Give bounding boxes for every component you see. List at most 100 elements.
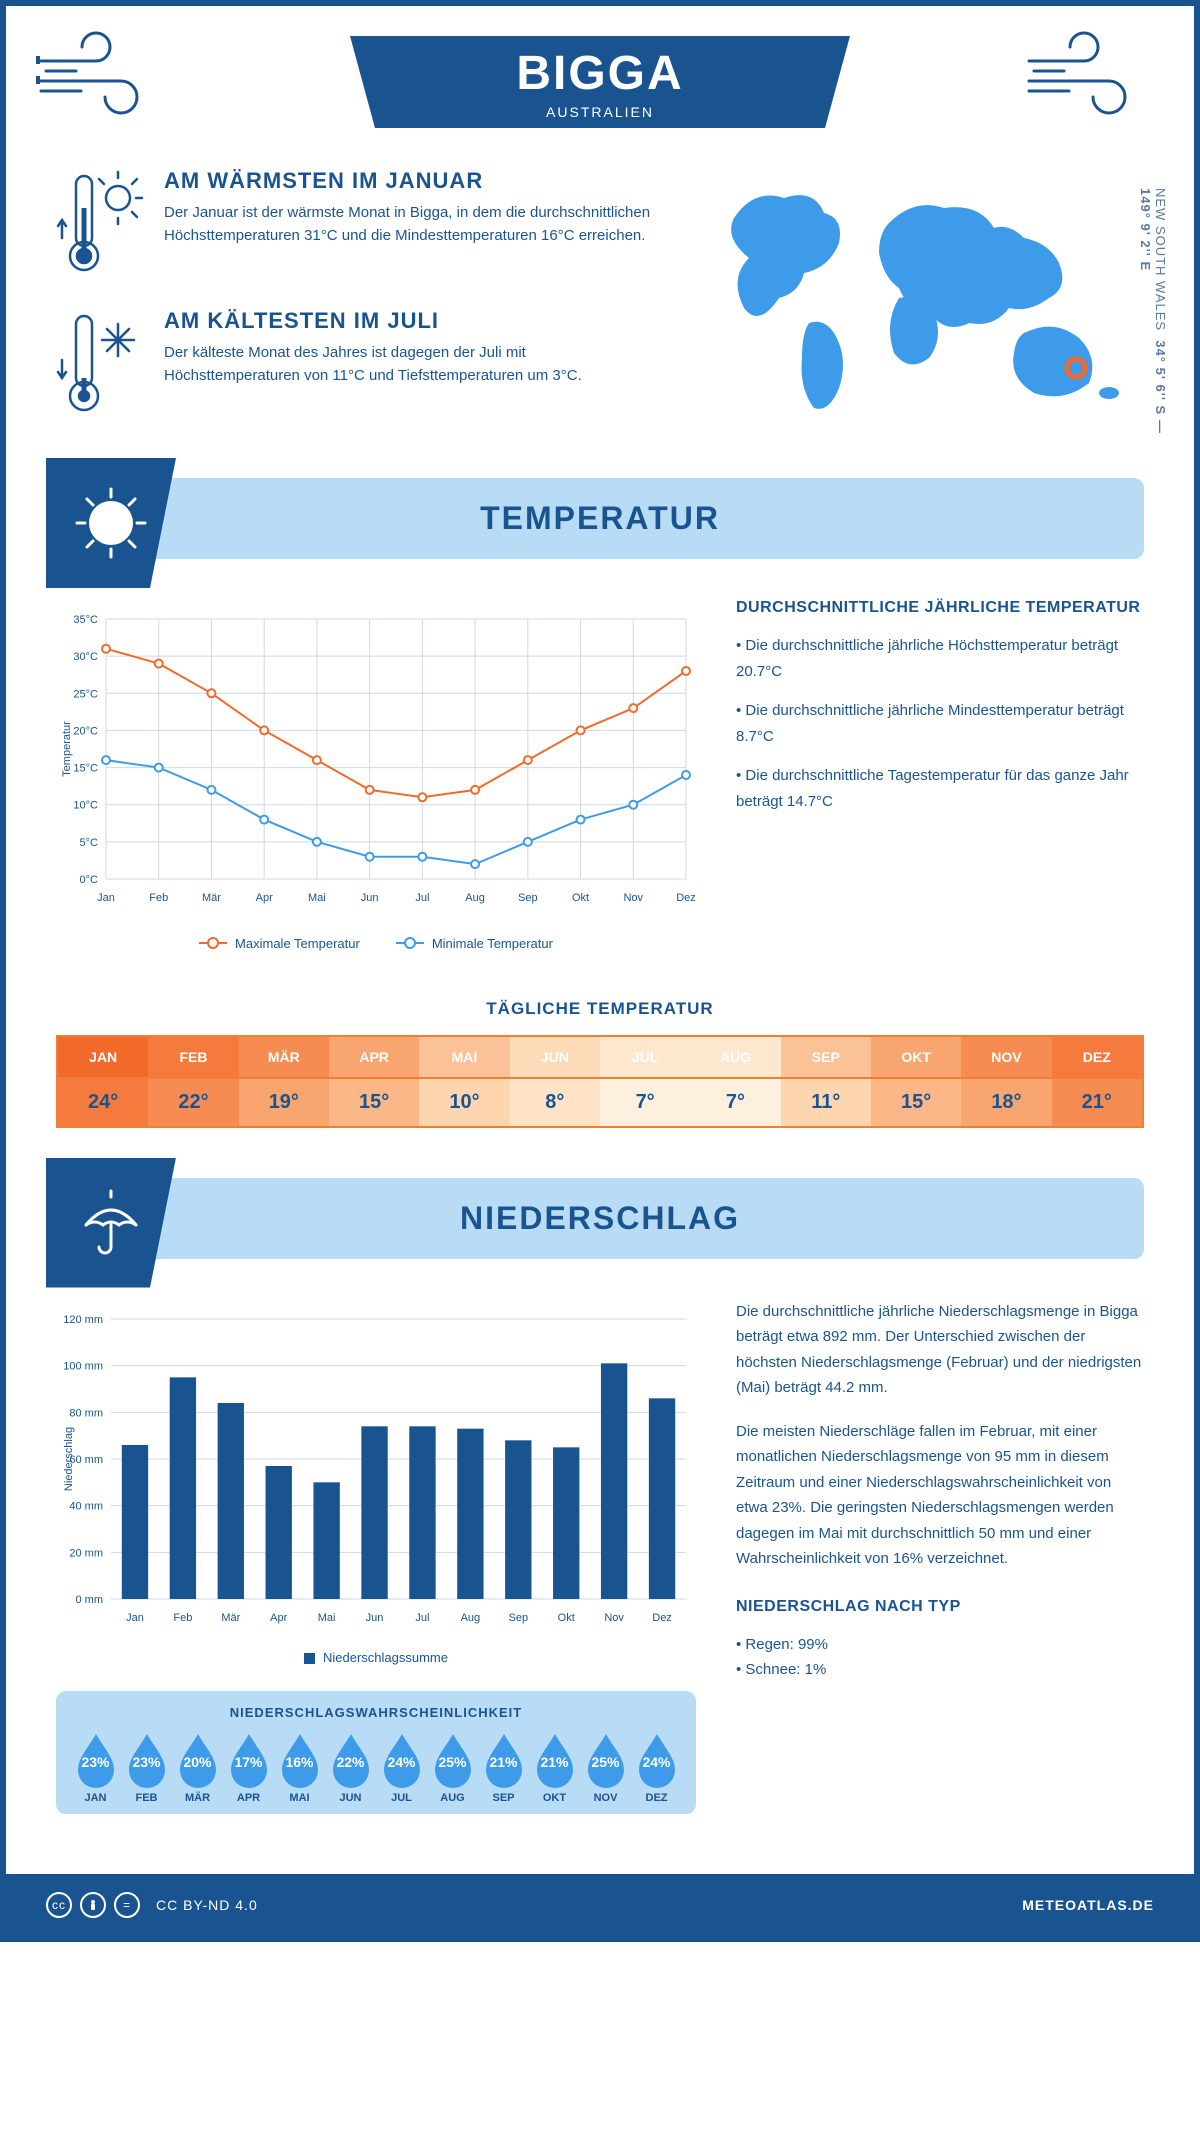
probability-drop: 23% JAN	[72, 1732, 119, 1804]
cc-icon: cc	[46, 1892, 72, 1918]
svg-text:Mär: Mär	[221, 1612, 240, 1624]
intro-facts: AM WÄRMSTEN IM JANUAR Der Januar ist der…	[56, 168, 654, 448]
svg-text:Apr: Apr	[256, 892, 273, 904]
svg-text:25°C: 25°C	[73, 688, 98, 700]
temp-month-value: 22°	[148, 1079, 238, 1126]
svg-text:10°C: 10°C	[73, 800, 98, 812]
precip-type-bullet: • Regen: 99%	[736, 1632, 1144, 1658]
warmest-fact: AM WÄRMSTEN IM JANUAR Der Januar ist der…	[56, 168, 654, 278]
svg-text:Aug: Aug	[461, 1612, 481, 1624]
intro-section: AM WÄRMSTEN IM JANUAR Der Januar ist der…	[6, 138, 1194, 478]
temperature-content: 0°C5°C10°C15°C20°C25°C30°C35°CJanFebMärA…	[6, 559, 1194, 979]
daily-temperature-table: JANFEBMÄRAPRMAIJUNJULAUGSEPOKTNOVDEZ24°2…	[56, 1035, 1144, 1128]
coldest-text: Der kälteste Monat des Jahres ist dagege…	[164, 342, 654, 387]
world-map-icon	[694, 168, 1144, 428]
temp-summary-title: DURCHSCHNITTLICHE JÄHRLICHE TEMPERATUR	[736, 599, 1144, 617]
precipitation-banner: NIEDERSCHLAG	[56, 1178, 1144, 1259]
probability-drop: 23% FEB	[123, 1732, 170, 1804]
svg-text:15°C: 15°C	[73, 763, 98, 775]
svg-text:Niederschlag: Niederschlag	[63, 1426, 75, 1490]
temp-month-value: 11°	[781, 1079, 871, 1126]
svg-text:Dez: Dez	[652, 1612, 672, 1624]
svg-text:35°C: 35°C	[73, 614, 98, 626]
footer: cc = CC BY-ND 4.0 METEOATLAS.DE	[6, 1874, 1194, 1936]
svg-text:0 mm: 0 mm	[76, 1594, 104, 1606]
probability-drop: 24% DEZ	[633, 1732, 680, 1804]
probability-drop: 20% MÄR	[174, 1732, 221, 1804]
svg-text:Dez: Dez	[676, 892, 696, 904]
infographic-container: BIGGA AUSTRALIEN	[0, 0, 1200, 1942]
temperature-heading: TEMPERATUR	[56, 500, 1144, 537]
legend-item: Maximale Temperatur	[199, 936, 360, 951]
site-name: METEOATLAS.DE	[1022, 1897, 1154, 1913]
temp-month-value: 15°	[871, 1079, 961, 1126]
precipitation-content: 0 mm20 mm40 mm60 mm80 mm100 mm120 mmJanF…	[6, 1259, 1194, 1834]
precip-type-bullet: • Schnee: 1%	[736, 1657, 1144, 1683]
svg-text:0°C: 0°C	[80, 874, 99, 886]
svg-text:Aug: Aug	[465, 892, 485, 904]
svg-text:Jul: Jul	[415, 892, 429, 904]
coldest-title: AM KÄLTESTEN IM JULI	[164, 308, 654, 334]
precipitation-legend: Niederschlagssumme	[56, 1644, 696, 1681]
temp-bullet: • Die durchschnittliche jährliche Mindes…	[736, 698, 1144, 749]
svg-text:Sep: Sep	[509, 1612, 529, 1624]
temp-month-header: JUN	[510, 1037, 600, 1079]
probability-drop: 25% AUG	[429, 1732, 476, 1804]
probability-drop: 25% NOV	[582, 1732, 629, 1804]
temp-month-value: 7°	[600, 1079, 690, 1126]
temp-month-value: 15°	[329, 1079, 419, 1126]
wind-icon	[1024, 26, 1164, 126]
daily-temp-title: TÄGLICHE TEMPERATUR	[6, 999, 1194, 1019]
probability-drop: 22% JUN	[327, 1732, 374, 1804]
temp-bullet: • Die durchschnittliche Tagestemperatur …	[736, 763, 1144, 814]
precipitation-chart-area: 0 mm20 mm40 mm60 mm80 mm100 mm120 mmJanF…	[56, 1299, 696, 1814]
coldest-fact: AM KÄLTESTEN IM JULI Der kälteste Monat …	[56, 308, 654, 418]
temp-month-value: 10°	[419, 1079, 509, 1126]
temp-month-header: MÄR	[239, 1037, 329, 1079]
precipitation-heading: NIEDERSCHLAG	[56, 1200, 1144, 1237]
svg-text:Mai: Mai	[308, 892, 326, 904]
precip-type-title: NIEDERSCHLAG NACH TYP	[736, 1598, 1144, 1616]
svg-text:80 mm: 80 mm	[69, 1407, 103, 1419]
legend-item: Minimale Temperatur	[396, 936, 553, 951]
precip-p2: Die meisten Niederschläge fallen im Febr…	[736, 1419, 1144, 1572]
svg-text:5°C: 5°C	[80, 837, 99, 849]
location-title: BIGGA	[410, 46, 790, 101]
temp-month-header: MAI	[419, 1037, 509, 1079]
svg-text:Jan: Jan	[97, 892, 115, 904]
precipitation-bar-chart: 0 mm20 mm40 mm60 mm80 mm100 mm120 mmJanF…	[56, 1299, 696, 1639]
temp-month-header: AUG	[690, 1037, 780, 1079]
svg-text:20°C: 20°C	[73, 725, 98, 737]
temp-month-value: 18°	[961, 1079, 1051, 1126]
probability-drop: 21% OKT	[531, 1732, 578, 1804]
thermometer-sun-icon	[56, 168, 146, 278]
temp-month-header: JUL	[600, 1037, 690, 1079]
svg-text:Sep: Sep	[518, 892, 538, 904]
temp-month-header: FEB	[148, 1037, 238, 1079]
temp-month-header: OKT	[871, 1037, 961, 1079]
temp-month-value: 21°	[1052, 1079, 1142, 1126]
wind-icon	[36, 26, 176, 126]
temp-month-header: DEZ	[1052, 1037, 1142, 1079]
probability-drop: 16% MAI	[276, 1732, 323, 1804]
svg-text:Feb: Feb	[173, 1612, 192, 1624]
probability-drop: 21% SEP	[480, 1732, 527, 1804]
svg-text:Jan: Jan	[126, 1612, 144, 1624]
title-banner: BIGGA AUSTRALIEN	[350, 36, 850, 128]
svg-text:100 mm: 100 mm	[63, 1360, 103, 1372]
precipitation-probability-box: NIEDERSCHLAGSWAHRSCHEINLICHKEIT 23% JAN …	[56, 1691, 696, 1814]
nd-icon: =	[114, 1892, 140, 1918]
temperature-legend: Maximale Temperatur Minimale Temperatur	[56, 924, 696, 959]
temp-month-header: JAN	[58, 1037, 148, 1079]
svg-text:Jun: Jun	[361, 892, 379, 904]
temp-month-header: APR	[329, 1037, 419, 1079]
temp-month-value: 8°	[510, 1079, 600, 1126]
svg-text:Jun: Jun	[366, 1612, 384, 1624]
temperature-banner: TEMPERATUR	[56, 478, 1144, 559]
probability-drop: 17% APR	[225, 1732, 272, 1804]
map-block: NEW SOUTH WALES 34° 5' 6'' S — 149° 9' 2…	[694, 168, 1144, 448]
svg-text:Temperatur: Temperatur	[61, 721, 73, 777]
by-icon	[80, 1892, 106, 1918]
temp-month-header: SEP	[781, 1037, 871, 1079]
svg-text:Mär: Mär	[202, 892, 221, 904]
